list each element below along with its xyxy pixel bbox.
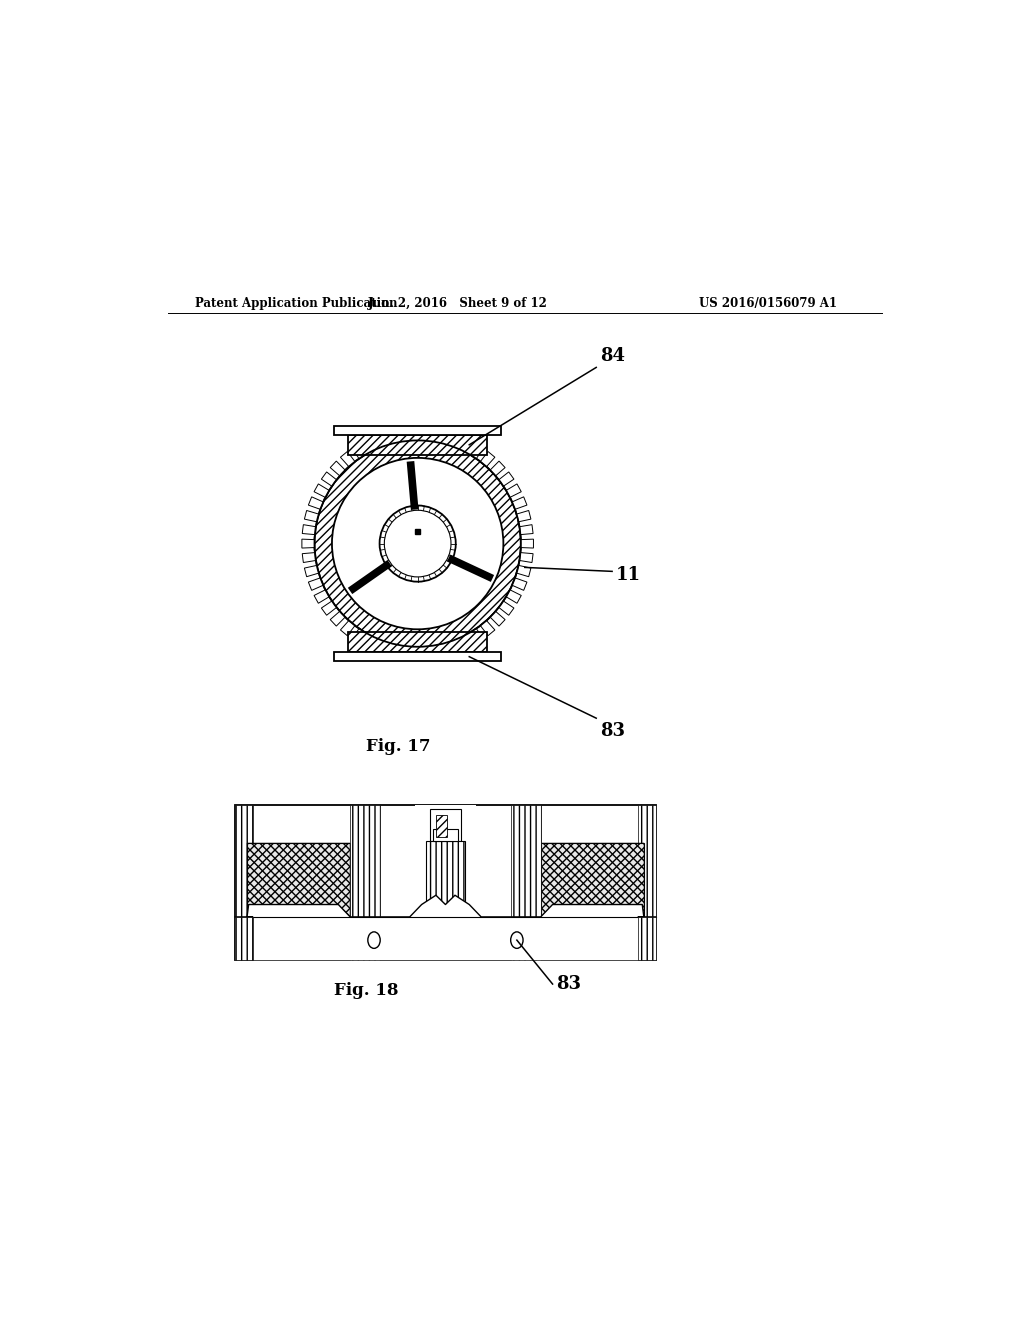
Polygon shape: [420, 647, 429, 660]
Bar: [236, 917, 253, 960]
Bar: [426, 841, 465, 921]
Polygon shape: [506, 590, 521, 603]
Polygon shape: [506, 484, 521, 498]
Polygon shape: [340, 620, 355, 636]
Polygon shape: [391, 644, 402, 659]
Bar: [236, 805, 253, 960]
Polygon shape: [406, 428, 415, 441]
Polygon shape: [499, 473, 514, 486]
Polygon shape: [490, 611, 505, 626]
Bar: [236, 805, 655, 960]
Polygon shape: [512, 578, 527, 590]
Polygon shape: [322, 473, 337, 486]
Polygon shape: [391, 429, 402, 444]
Bar: [416, 917, 475, 960]
Polygon shape: [352, 628, 366, 644]
Text: Fig. 18: Fig. 18: [334, 982, 398, 999]
Polygon shape: [308, 496, 324, 510]
Bar: [433, 829, 458, 841]
Polygon shape: [365, 437, 378, 451]
Polygon shape: [480, 620, 495, 636]
Ellipse shape: [511, 932, 523, 948]
Text: Jun. 2, 2016   Sheet 9 of 12: Jun. 2, 2016 Sheet 9 of 12: [368, 297, 547, 310]
Polygon shape: [378, 432, 389, 446]
Polygon shape: [519, 524, 534, 535]
Polygon shape: [330, 611, 345, 626]
Polygon shape: [304, 511, 318, 521]
Polygon shape: [304, 565, 318, 577]
Bar: [436, 814, 446, 837]
Polygon shape: [420, 428, 429, 441]
Text: 83: 83: [600, 722, 626, 741]
Bar: [511, 805, 541, 960]
Bar: [541, 843, 644, 956]
Circle shape: [332, 458, 504, 630]
Bar: [348, 632, 487, 652]
Polygon shape: [314, 590, 330, 603]
Bar: [334, 652, 501, 661]
Polygon shape: [330, 461, 345, 477]
Polygon shape: [340, 451, 355, 467]
Bar: [348, 434, 487, 454]
Circle shape: [314, 441, 521, 647]
Circle shape: [380, 506, 456, 582]
Bar: [541, 843, 644, 956]
Polygon shape: [512, 496, 527, 510]
Text: US 2016/0156079 A1: US 2016/0156079 A1: [699, 297, 838, 310]
Polygon shape: [322, 601, 337, 615]
Polygon shape: [302, 539, 314, 548]
Polygon shape: [433, 429, 443, 444]
Polygon shape: [352, 444, 366, 458]
Text: 84: 84: [600, 347, 626, 366]
Polygon shape: [308, 578, 324, 590]
Polygon shape: [433, 644, 443, 659]
Circle shape: [384, 511, 451, 577]
Polygon shape: [519, 553, 534, 562]
Bar: [638, 917, 655, 960]
Bar: [247, 843, 350, 956]
Polygon shape: [302, 553, 315, 562]
Text: 83: 83: [557, 975, 582, 993]
Polygon shape: [470, 444, 483, 458]
Polygon shape: [480, 451, 495, 467]
Polygon shape: [406, 647, 415, 660]
Polygon shape: [470, 628, 483, 644]
Polygon shape: [490, 461, 505, 477]
Bar: [638, 805, 655, 960]
Polygon shape: [499, 601, 514, 615]
Ellipse shape: [368, 932, 380, 948]
Polygon shape: [445, 640, 458, 655]
Bar: [415, 528, 421, 535]
Polygon shape: [521, 539, 534, 548]
Text: Patent Application Publication: Patent Application Publication: [196, 297, 398, 310]
Bar: [350, 805, 380, 960]
Text: Fig. 17: Fig. 17: [366, 738, 430, 755]
Polygon shape: [458, 437, 471, 451]
Polygon shape: [365, 635, 378, 651]
Polygon shape: [302, 524, 315, 535]
Bar: [430, 809, 461, 841]
Polygon shape: [314, 484, 330, 498]
Polygon shape: [236, 895, 655, 960]
Polygon shape: [458, 635, 471, 651]
Bar: [247, 843, 350, 956]
Polygon shape: [445, 432, 458, 446]
Polygon shape: [516, 565, 530, 577]
Polygon shape: [378, 640, 389, 655]
Text: 11: 11: [616, 566, 641, 585]
Bar: [334, 426, 501, 434]
Polygon shape: [516, 511, 530, 521]
Bar: [416, 805, 475, 960]
